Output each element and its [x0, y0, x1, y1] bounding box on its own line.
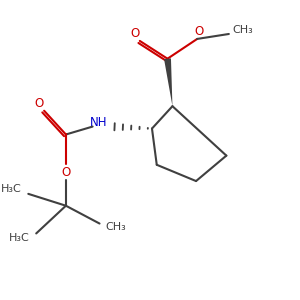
Polygon shape	[164, 58, 172, 106]
Text: O: O	[34, 97, 44, 110]
Text: CH₃: CH₃	[232, 25, 253, 35]
Text: H₃C: H₃C	[9, 233, 30, 243]
Text: CH₃: CH₃	[105, 223, 126, 232]
Text: H₃C: H₃C	[1, 184, 22, 194]
Text: O: O	[194, 26, 204, 38]
Text: O: O	[61, 166, 70, 178]
Text: O: O	[130, 28, 140, 40]
Text: NH: NH	[90, 116, 107, 129]
